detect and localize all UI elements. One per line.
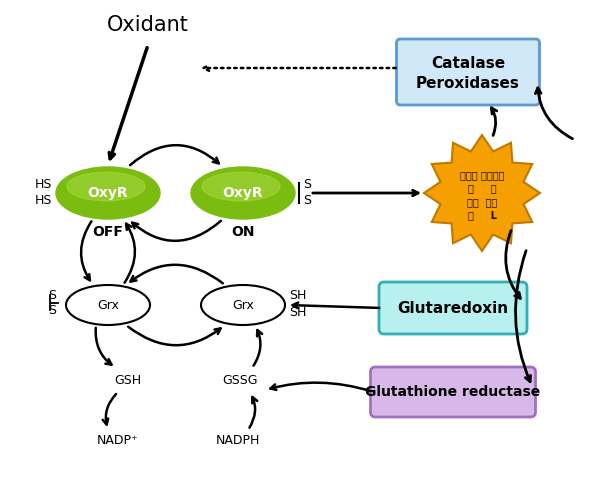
Text: Grx: Grx [97, 298, 119, 312]
Text: S: S [48, 303, 56, 317]
Text: Glutaredoxin: Glutaredoxin [397, 300, 508, 316]
Text: NADPH: NADPH [216, 433, 260, 447]
Text: 단     L: 단 L [468, 210, 496, 220]
Polygon shape [424, 135, 540, 251]
FancyBboxPatch shape [397, 39, 540, 105]
Text: Peroxidases: Peroxidases [416, 76, 520, 91]
Text: SH: SH [289, 305, 307, 319]
Text: GSSG: GSSG [222, 374, 258, 386]
Text: Oxidant: Oxidant [107, 15, 189, 35]
Text: ON: ON [231, 225, 255, 239]
Text: S: S [303, 177, 311, 191]
Text: GSH: GSH [114, 374, 142, 386]
Text: Glutathione reductase: Glutathione reductase [365, 385, 541, 399]
Text: S: S [303, 194, 311, 207]
Ellipse shape [201, 285, 285, 325]
Text: 발현  유도: 발현 유도 [467, 197, 497, 207]
Text: SH: SH [289, 288, 307, 301]
Text: S: S [48, 288, 56, 301]
Text: 상     현: 상 현 [468, 183, 496, 193]
Ellipse shape [191, 167, 295, 219]
Ellipse shape [67, 172, 145, 201]
Text: OxyR: OxyR [88, 186, 128, 200]
Text: Grx: Grx [232, 298, 254, 312]
Text: OFF: OFF [93, 225, 123, 239]
Text: 항산화 효소들의: 항산화 효소들의 [460, 170, 504, 180]
Ellipse shape [56, 167, 160, 219]
Text: OxyR: OxyR [223, 186, 263, 200]
Ellipse shape [66, 285, 150, 325]
FancyBboxPatch shape [370, 367, 535, 417]
Text: Catalase: Catalase [431, 55, 505, 71]
Text: HS: HS [35, 194, 52, 207]
FancyBboxPatch shape [379, 282, 527, 334]
Text: NADP⁺: NADP⁺ [97, 433, 139, 447]
Text: HS: HS [35, 177, 52, 191]
Ellipse shape [202, 172, 280, 201]
